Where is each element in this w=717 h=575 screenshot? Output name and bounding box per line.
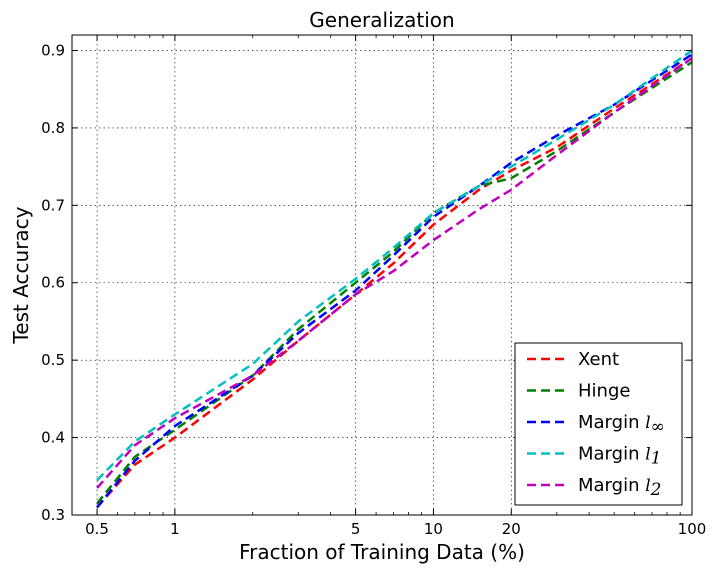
x-tick-label: 10 <box>424 520 443 538</box>
legend-label: Xent <box>578 349 619 370</box>
y-tick-label: 0.5 <box>41 351 65 369</box>
x-tick-label: 5 <box>351 520 361 538</box>
series-line-margin-l1 <box>96 49 693 482</box>
y-tick-label: 0.4 <box>41 429 65 447</box>
legend-label-l: l <box>645 445 650 465</box>
plot-frame <box>71 34 693 516</box>
x-tick-label: 1 <box>170 520 180 538</box>
y-tick-label: 0.9 <box>41 41 65 59</box>
legend-label: Margin l1 <box>578 444 661 469</box>
y-tick-label: 0.7 <box>41 196 65 214</box>
x-axis-title: Fraction of Training Data (%) <box>239 540 525 564</box>
legend-label: Margin l∞ <box>578 412 665 437</box>
legend-label-subscript: ∞ <box>651 417 665 437</box>
x-tick-label: 100 <box>678 520 707 538</box>
chart-title: Generalization <box>309 8 454 32</box>
y-tick-label: 0.3 <box>41 506 65 524</box>
legend-label: Hinge <box>578 381 630 402</box>
legend-label-subscript: 1 <box>651 449 662 469</box>
legend-label: Margin l2 <box>578 475 661 500</box>
legend-box <box>514 342 683 506</box>
y-tick-label: 0.8 <box>41 119 65 137</box>
legend-label-l: l <box>645 476 650 496</box>
tick-layer: 0.5 1 5 10 20 100 0.3 0.4 0.5 0.6 0.7 0.8 0.9 <box>41 35 706 538</box>
y-axis-title: Test Accuracy <box>9 206 33 344</box>
legend-label-subscript: 2 <box>650 480 662 500</box>
series-line-xent <box>96 57 693 509</box>
legend: Xent Hinge Margin l∞ Margin l1 Margin l2 <box>514 342 683 506</box>
series-line-margin-l2 <box>96 57 693 489</box>
legend-label-l: l <box>645 413 650 433</box>
x-tick-label: 20 <box>502 520 521 538</box>
series-line-margin-l- <box>96 53 693 509</box>
x-tick-label: 0.5 <box>85 520 109 538</box>
series-layer <box>96 49 693 509</box>
y-tick-label: 0.6 <box>41 274 65 292</box>
